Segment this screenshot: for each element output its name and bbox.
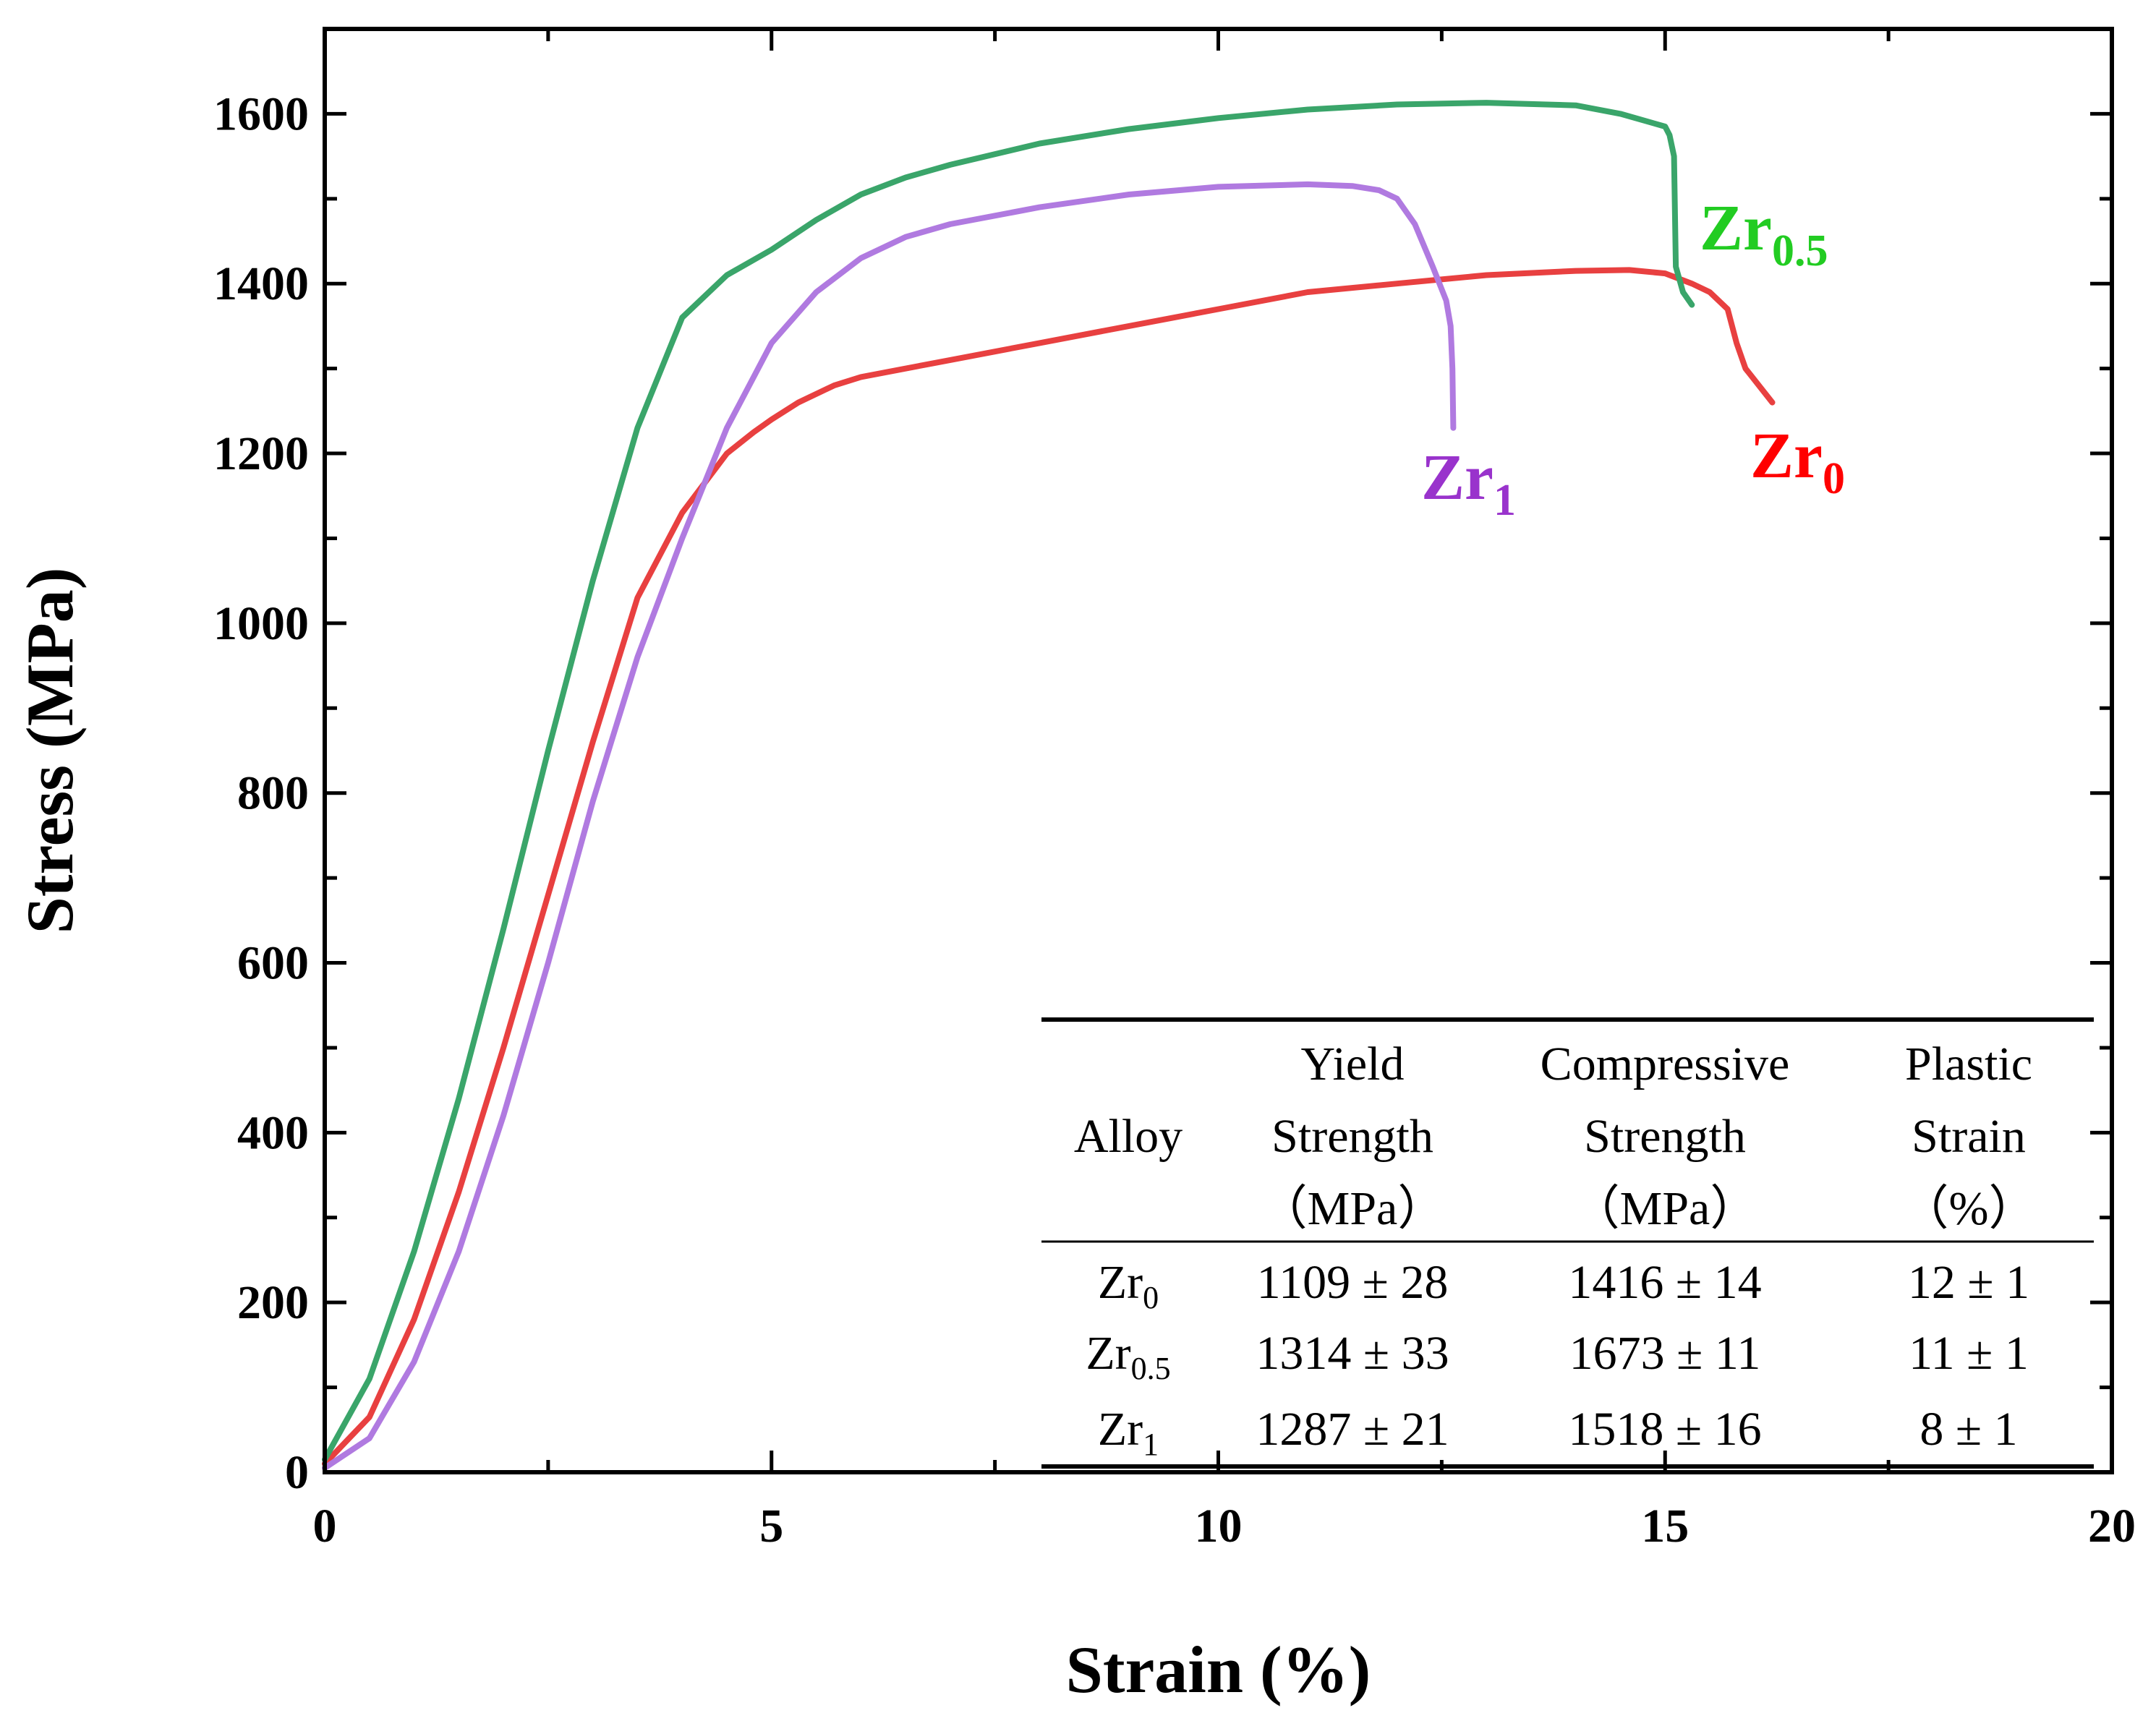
table-cell-alloy: Zr0: [1098, 1256, 1159, 1315]
table-header: Plastic: [1905, 1038, 2032, 1090]
series-line-Zr0: [322, 267, 1776, 1467]
table-header: （%）: [1901, 1182, 2037, 1235]
x-axis-ticks: 0 5 10 15 20: [313, 29, 2136, 1553]
table-header: （MPa）: [1572, 1182, 1758, 1235]
curves-layer: [322, 100, 1776, 1472]
y-tick-label: 1600: [213, 87, 309, 140]
x-tick-label: 15: [1641, 1500, 1689, 1553]
y-tick-label: 600: [237, 937, 309, 990]
properties-table: Alloy Yield Strength （MPa） Compressive Streng…: [1041, 1017, 2094, 1469]
table-cell-yield: 1109 ± 28: [1257, 1256, 1449, 1309]
table-header: Alloy: [1074, 1110, 1183, 1163]
curve-label-Zr0: Zr0: [1750, 420, 1845, 503]
x-axis-title: Strain (%): [1066, 1633, 1371, 1707]
y-tick-label: 400: [237, 1106, 309, 1159]
series-line-Zr1: [322, 181, 1457, 1472]
y-tick-label: 200: [237, 1276, 309, 1329]
table-cell-plastic: 11 ± 1: [1909, 1327, 2029, 1380]
y-tick-label: 1200: [213, 427, 309, 480]
table-cell-plastic: 12 ± 1: [1908, 1256, 2029, 1309]
x-tick-label: 5: [759, 1500, 783, 1553]
table-header: Strength: [1584, 1110, 1746, 1163]
y-tick-label: 800: [237, 767, 309, 820]
curve-label-Zr0.5: Zr0.5: [1700, 192, 1828, 276]
x-tick-label: 0: [313, 1500, 337, 1553]
y-tick-label: 1400: [213, 257, 309, 310]
table-cell-alloy: Zr1: [1098, 1403, 1159, 1462]
table-cell-compressive: 1673 ± 11: [1569, 1327, 1761, 1380]
table-header: （MPa）: [1260, 1182, 1446, 1235]
table-header: Strain: [1912, 1110, 2026, 1163]
table-cell-alloy: Zr0.5: [1086, 1327, 1170, 1386]
table-cell-yield: 1287 ± 21: [1256, 1403, 1449, 1456]
table-cell-compressive: 1518 ± 16: [1568, 1403, 1761, 1456]
curve-labels: Zr0 Zr0.5 Zr1: [1421, 192, 1845, 525]
x-tick-label: 10: [1195, 1500, 1243, 1553]
series-line-Zr0.5: [322, 100, 1695, 1463]
x-tick-label: 20: [2088, 1500, 2136, 1553]
table-header: Strength: [1271, 1110, 1433, 1163]
y-axis-title: Stress (MPa): [13, 568, 87, 934]
table-cell-compressive: 1416 ± 14: [1568, 1256, 1761, 1309]
y-tick-label: 1000: [213, 597, 309, 650]
y-tick-label: 0: [285, 1446, 309, 1499]
table-header: Compressive: [1541, 1038, 1790, 1090]
table-header: Yield: [1301, 1038, 1405, 1090]
curve-label-Zr1: Zr1: [1421, 442, 1516, 525]
y-axis-ticks: 0 200 400 600 800 1000 1200 1400 1600: [213, 27, 2112, 1499]
table-cell-plastic: 8 ± 1: [1919, 1403, 2017, 1456]
table-cell-yield: 1314 ± 33: [1256, 1327, 1449, 1380]
